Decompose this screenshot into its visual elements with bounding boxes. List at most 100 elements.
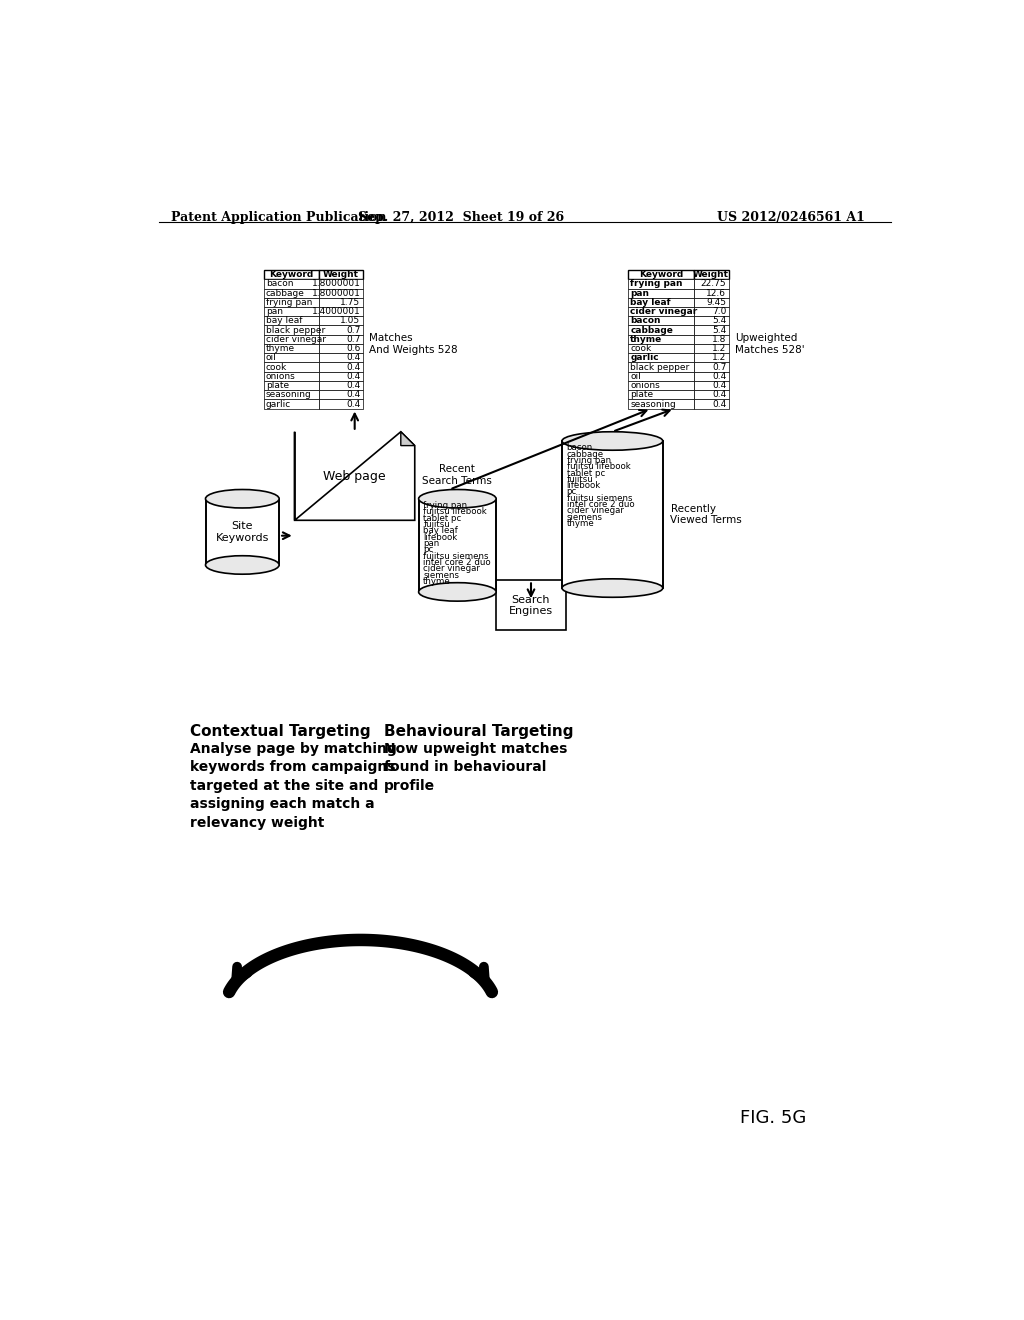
Text: frying pan: frying pan bbox=[266, 298, 312, 306]
Text: FIG. 5G: FIG. 5G bbox=[740, 1109, 807, 1127]
Text: Site
Keywords: Site Keywords bbox=[216, 521, 269, 543]
FancyBboxPatch shape bbox=[693, 354, 729, 363]
Text: onions: onions bbox=[630, 381, 659, 389]
Text: Contextual Targeting: Contextual Targeting bbox=[190, 725, 371, 739]
Text: tablet pc: tablet pc bbox=[423, 513, 462, 523]
FancyBboxPatch shape bbox=[628, 289, 693, 298]
Text: Weight: Weight bbox=[324, 271, 359, 279]
FancyBboxPatch shape bbox=[263, 317, 319, 326]
FancyBboxPatch shape bbox=[263, 381, 319, 391]
Text: 5.4: 5.4 bbox=[712, 326, 726, 334]
Text: Matches
And Weights 528: Matches And Weights 528 bbox=[369, 333, 458, 355]
Text: 22.75: 22.75 bbox=[700, 280, 726, 288]
Text: Now upweight matches
found in behavioural
profile: Now upweight matches found in behavioura… bbox=[384, 742, 567, 793]
Text: 0.4: 0.4 bbox=[346, 400, 360, 408]
Text: plate: plate bbox=[266, 381, 289, 389]
Text: 0.4: 0.4 bbox=[712, 381, 726, 389]
FancyBboxPatch shape bbox=[693, 298, 729, 308]
FancyBboxPatch shape bbox=[628, 354, 693, 363]
Text: pan: pan bbox=[423, 539, 439, 548]
FancyBboxPatch shape bbox=[263, 289, 319, 298]
FancyBboxPatch shape bbox=[319, 381, 362, 391]
Text: cider vinegar: cider vinegar bbox=[266, 335, 326, 343]
Text: cabbage: cabbage bbox=[566, 450, 604, 458]
Text: cider vinegar: cider vinegar bbox=[630, 308, 697, 315]
Text: 0.4: 0.4 bbox=[346, 381, 360, 389]
Text: 1.05: 1.05 bbox=[340, 317, 360, 325]
Text: fujitsu lifebook: fujitsu lifebook bbox=[566, 462, 631, 471]
Text: fujitsu: fujitsu bbox=[423, 520, 450, 529]
Text: 1.8000001: 1.8000001 bbox=[311, 289, 360, 297]
Text: pan: pan bbox=[266, 308, 283, 315]
Text: 0.7: 0.7 bbox=[346, 335, 360, 343]
FancyBboxPatch shape bbox=[263, 271, 319, 280]
Text: cider vinegar: cider vinegar bbox=[423, 564, 480, 573]
FancyBboxPatch shape bbox=[628, 326, 693, 335]
Text: 0.4: 0.4 bbox=[712, 400, 726, 408]
FancyBboxPatch shape bbox=[693, 335, 729, 345]
FancyBboxPatch shape bbox=[319, 345, 362, 354]
Text: thyme: thyme bbox=[630, 335, 663, 343]
Ellipse shape bbox=[419, 582, 496, 601]
Text: Keyword: Keyword bbox=[269, 271, 313, 279]
FancyBboxPatch shape bbox=[319, 326, 362, 335]
Text: 0.6: 0.6 bbox=[346, 345, 360, 352]
Text: 0.4: 0.4 bbox=[346, 391, 360, 399]
Text: 0.7: 0.7 bbox=[712, 363, 726, 371]
FancyBboxPatch shape bbox=[319, 271, 362, 280]
Text: pc: pc bbox=[423, 545, 433, 554]
Text: frying pan: frying pan bbox=[630, 280, 683, 288]
Text: Recently
Viewed Terms: Recently Viewed Terms bbox=[671, 504, 742, 525]
Text: 1.75: 1.75 bbox=[340, 298, 360, 306]
Text: cook: cook bbox=[630, 345, 651, 352]
FancyBboxPatch shape bbox=[263, 391, 319, 400]
Text: intel core 2 duo: intel core 2 duo bbox=[566, 500, 634, 510]
Text: seasoning: seasoning bbox=[266, 391, 311, 399]
FancyBboxPatch shape bbox=[319, 372, 362, 381]
Text: bacon: bacon bbox=[630, 317, 660, 325]
FancyBboxPatch shape bbox=[628, 391, 693, 400]
Text: siemens: siemens bbox=[566, 512, 603, 521]
FancyBboxPatch shape bbox=[562, 441, 663, 589]
Text: Sep. 27, 2012  Sheet 19 of 26: Sep. 27, 2012 Sheet 19 of 26 bbox=[358, 211, 564, 224]
Text: lifebook: lifebook bbox=[423, 533, 458, 541]
Text: intel core 2 duo: intel core 2 duo bbox=[423, 558, 490, 566]
FancyBboxPatch shape bbox=[693, 280, 729, 289]
Text: 7.0: 7.0 bbox=[712, 308, 726, 315]
FancyBboxPatch shape bbox=[693, 289, 729, 298]
Text: black pepper: black pepper bbox=[630, 363, 689, 371]
Text: oil: oil bbox=[266, 354, 276, 362]
Text: fujitsu: fujitsu bbox=[566, 475, 593, 484]
FancyBboxPatch shape bbox=[263, 372, 319, 381]
FancyBboxPatch shape bbox=[628, 317, 693, 326]
FancyBboxPatch shape bbox=[419, 499, 496, 591]
Text: onions: onions bbox=[266, 372, 296, 380]
FancyBboxPatch shape bbox=[319, 289, 362, 298]
FancyBboxPatch shape bbox=[263, 335, 319, 345]
Text: 0.4: 0.4 bbox=[346, 354, 360, 362]
FancyBboxPatch shape bbox=[628, 298, 693, 308]
FancyBboxPatch shape bbox=[263, 354, 319, 363]
Ellipse shape bbox=[206, 490, 280, 508]
FancyBboxPatch shape bbox=[263, 326, 319, 335]
Text: bacon: bacon bbox=[266, 280, 294, 288]
FancyBboxPatch shape bbox=[319, 354, 362, 363]
FancyBboxPatch shape bbox=[693, 308, 729, 317]
Text: garlic: garlic bbox=[266, 400, 291, 408]
Polygon shape bbox=[295, 432, 415, 520]
FancyBboxPatch shape bbox=[319, 298, 362, 308]
Text: fujitsu lifebook: fujitsu lifebook bbox=[423, 507, 487, 516]
FancyBboxPatch shape bbox=[263, 345, 319, 354]
FancyBboxPatch shape bbox=[693, 317, 729, 326]
Text: Behavioural Targeting: Behavioural Targeting bbox=[384, 725, 573, 739]
FancyBboxPatch shape bbox=[693, 271, 729, 280]
Text: thyme: thyme bbox=[566, 519, 594, 528]
FancyBboxPatch shape bbox=[628, 271, 693, 280]
Text: black pepper: black pepper bbox=[266, 326, 326, 334]
Text: siemens: siemens bbox=[423, 570, 460, 579]
Text: bacon: bacon bbox=[566, 444, 593, 453]
Text: 5.4: 5.4 bbox=[712, 317, 726, 325]
FancyBboxPatch shape bbox=[693, 363, 729, 372]
Text: 1.2: 1.2 bbox=[712, 354, 726, 362]
Text: Keyword: Keyword bbox=[639, 271, 683, 279]
